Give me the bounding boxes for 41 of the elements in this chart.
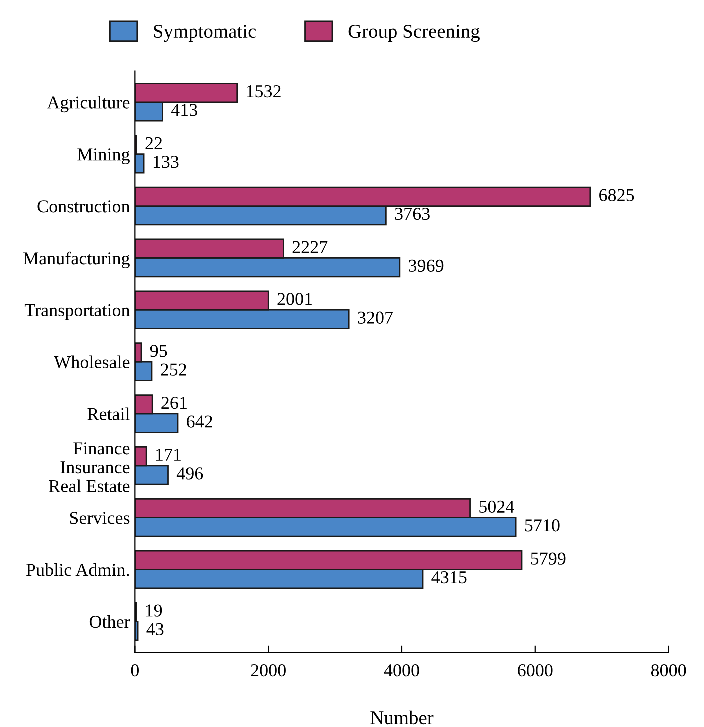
data-label: 6825 <box>600 189 634 202</box>
data-label: 496 <box>176 468 204 480</box>
data-label: 2001 <box>278 293 312 306</box>
data-label: 3763 <box>395 208 430 220</box>
data-label: 4315 <box>432 571 467 584</box>
y-tick-label: Transportation <box>24 304 130 320</box>
data-label: 22 <box>146 137 162 150</box>
data-label: 95 <box>150 345 168 358</box>
y-tick-label: Retail <box>88 408 130 420</box>
legend-label: Symptomatic <box>154 25 256 42</box>
data-label: 5024 <box>480 500 514 514</box>
y-tick-label: Manufacturing <box>24 252 130 268</box>
data-label: 5799 <box>531 552 566 565</box>
data-label: 642 <box>187 416 212 428</box>
data-label: 5710 <box>525 520 560 532</box>
data-label: 2227 <box>292 241 328 254</box>
data-label: 252 <box>161 364 186 376</box>
y-tick-label: Mining <box>78 148 130 164</box>
y-tick-label: Finance Insurance Real Estate <box>49 442 130 492</box>
y-tick-label: Other <box>90 615 130 628</box>
data-label: 133 <box>154 156 179 168</box>
data-label: 43 <box>146 623 164 636</box>
y-tick-label: Public Admin. <box>26 563 130 576</box>
data-label: 171 <box>156 448 181 461</box>
data-label: 1532 <box>247 85 281 98</box>
x-tick-label: 8000 <box>651 664 686 677</box>
x-tick-label: 2000 <box>251 664 286 677</box>
y-tick-label: Services <box>70 512 130 524</box>
x-tick-label: 6000 <box>518 664 553 677</box>
y-tick-label: Agriculture <box>47 96 130 113</box>
x-tick-label: 0 <box>131 664 139 677</box>
x-tick-label: 4000 <box>384 664 420 677</box>
legend-label: Group Screening <box>348 25 480 42</box>
y-tick-label: Wholesale <box>54 356 130 369</box>
data-label: 19 <box>146 604 162 617</box>
y-tick-label: Construction <box>38 200 130 213</box>
data-label: 3969 <box>409 260 444 272</box>
data-label: 261 <box>162 397 187 410</box>
data-label: 3207 <box>358 312 394 324</box>
data-label: 413 <box>171 104 198 116</box>
x-axis-title: Number <box>370 710 434 725</box>
